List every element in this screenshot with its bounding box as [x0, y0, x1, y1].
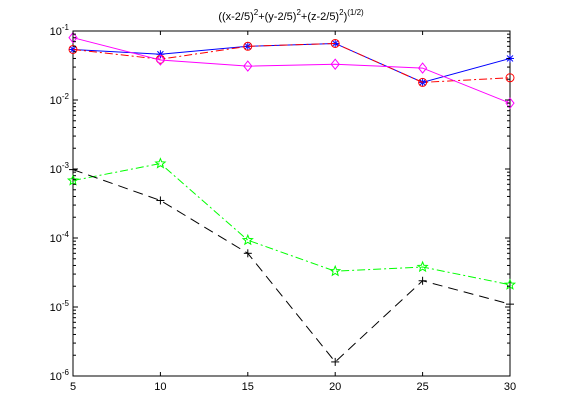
marker-stroke: [154, 157, 167, 169]
y-tick-label: 10-3: [50, 161, 70, 176]
marker-stroke: [241, 233, 254, 246]
data-point: [330, 58, 340, 71]
series-line: [72, 37, 511, 104]
marker-stroke: [243, 41, 253, 51]
data-point: [154, 157, 167, 169]
plot-area-frame: [72, 30, 511, 377]
x-tick-label: 15: [242, 381, 254, 393]
data-point: [330, 38, 340, 48]
marker-stroke: [68, 44, 78, 54]
x-tick-label: 25: [416, 381, 428, 393]
data-point: [68, 31, 78, 44]
marker-stroke: [505, 73, 515, 83]
series-5: [69, 165, 514, 366]
y-tick-label: 10-2: [50, 92, 70, 107]
data-point: [243, 249, 252, 258]
marker-stroke: [330, 38, 340, 48]
series-line: [72, 42, 511, 83]
series-layer: [66, 31, 517, 366]
y-tick-label: 10-6: [50, 368, 70, 383]
marker-stroke: [66, 174, 80, 186]
data-point: [155, 54, 166, 66]
x-tick-label: 30: [504, 381, 516, 393]
marker-stroke: [329, 264, 342, 277]
x-tick-label: 5: [70, 381, 76, 393]
y-tick-label: 10-5: [50, 299, 70, 314]
data-point: [241, 233, 254, 246]
marker-stroke: [155, 54, 166, 66]
series-3: [68, 31, 515, 109]
tick-layer: [72, 30, 511, 377]
data-point: [505, 97, 515, 109]
tick-label-layer: 5 10 15 20 25 30 10-1 10-2 10-3 10-4 10-5 10-6: [50, 23, 517, 393]
y-tick-label: 10-1: [50, 23, 70, 38]
marker-stroke: [503, 278, 517, 290]
chart-title: ((x-2/5)2+(y-2/5)2+(z-2/5)2)(1/2): [218, 8, 364, 23]
marker-stroke: [505, 97, 515, 109]
marker-stroke: [243, 60, 253, 72]
x-tick-label: 20: [329, 381, 341, 393]
data-point: [66, 174, 80, 186]
data-point: [329, 264, 342, 277]
data-point: [418, 276, 427, 285]
data-point: [156, 196, 165, 205]
series-4: [66, 157, 517, 290]
x-tick-label: 10: [154, 381, 166, 393]
series-line: [72, 163, 511, 286]
data-point: [418, 77, 428, 87]
marker-stroke: [68, 31, 78, 44]
marker-stroke: [418, 77, 428, 87]
data-point: [243, 41, 253, 51]
data-point: [417, 62, 428, 74]
data-point: [68, 44, 78, 54]
series-line: [72, 169, 511, 363]
marker-stroke: [416, 260, 429, 273]
data-point: [331, 357, 340, 366]
marker-stroke: [330, 58, 340, 71]
data-point: [243, 60, 253, 72]
data-point: [416, 260, 429, 273]
y-tick-label: 10-4: [50, 230, 70, 245]
marker-stroke: [417, 62, 428, 74]
data-point: [505, 73, 515, 83]
data-point: [503, 278, 517, 290]
